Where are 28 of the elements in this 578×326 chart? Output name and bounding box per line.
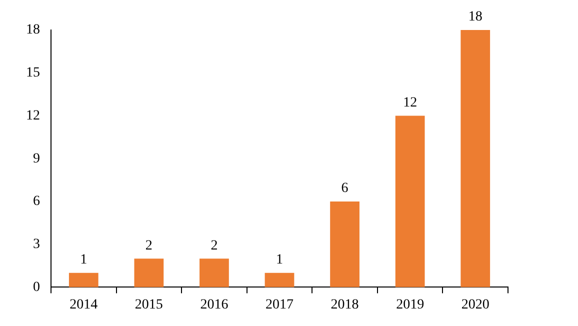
x-tick-label: 2016 xyxy=(200,297,228,312)
bar xyxy=(460,30,490,288)
data-label: 6 xyxy=(341,181,348,196)
bar xyxy=(200,258,229,288)
y-tick-label: 0 xyxy=(33,280,40,295)
data-label: 2 xyxy=(145,238,152,254)
y-tick-label: 15 xyxy=(26,66,40,81)
data-label: 2 xyxy=(210,238,218,254)
y-tick-label: 6 xyxy=(33,194,40,210)
data-label: 1 xyxy=(80,252,88,268)
x-tick-label: 2018 xyxy=(330,297,359,312)
bar xyxy=(134,258,164,288)
x-tick-label: 2017 xyxy=(266,297,294,312)
bar xyxy=(68,272,98,288)
bar xyxy=(395,116,425,288)
x-tick-label: 2014 xyxy=(70,297,98,312)
y-tick-label: 12 xyxy=(26,108,40,124)
x-tick-label: 2020 xyxy=(461,297,490,312)
data-label: 12 xyxy=(403,95,418,110)
bar xyxy=(330,201,360,288)
data-label: 18 xyxy=(468,10,482,25)
y-tick-label: 18 xyxy=(26,22,40,38)
x-tick-label: 2015 xyxy=(134,297,163,312)
y-tick-label: 3 xyxy=(33,237,40,252)
y-tick-label: 9 xyxy=(33,151,40,166)
bar xyxy=(264,272,294,288)
x-tick-label: 2019 xyxy=(396,297,424,312)
data-label: 1 xyxy=(276,252,283,268)
